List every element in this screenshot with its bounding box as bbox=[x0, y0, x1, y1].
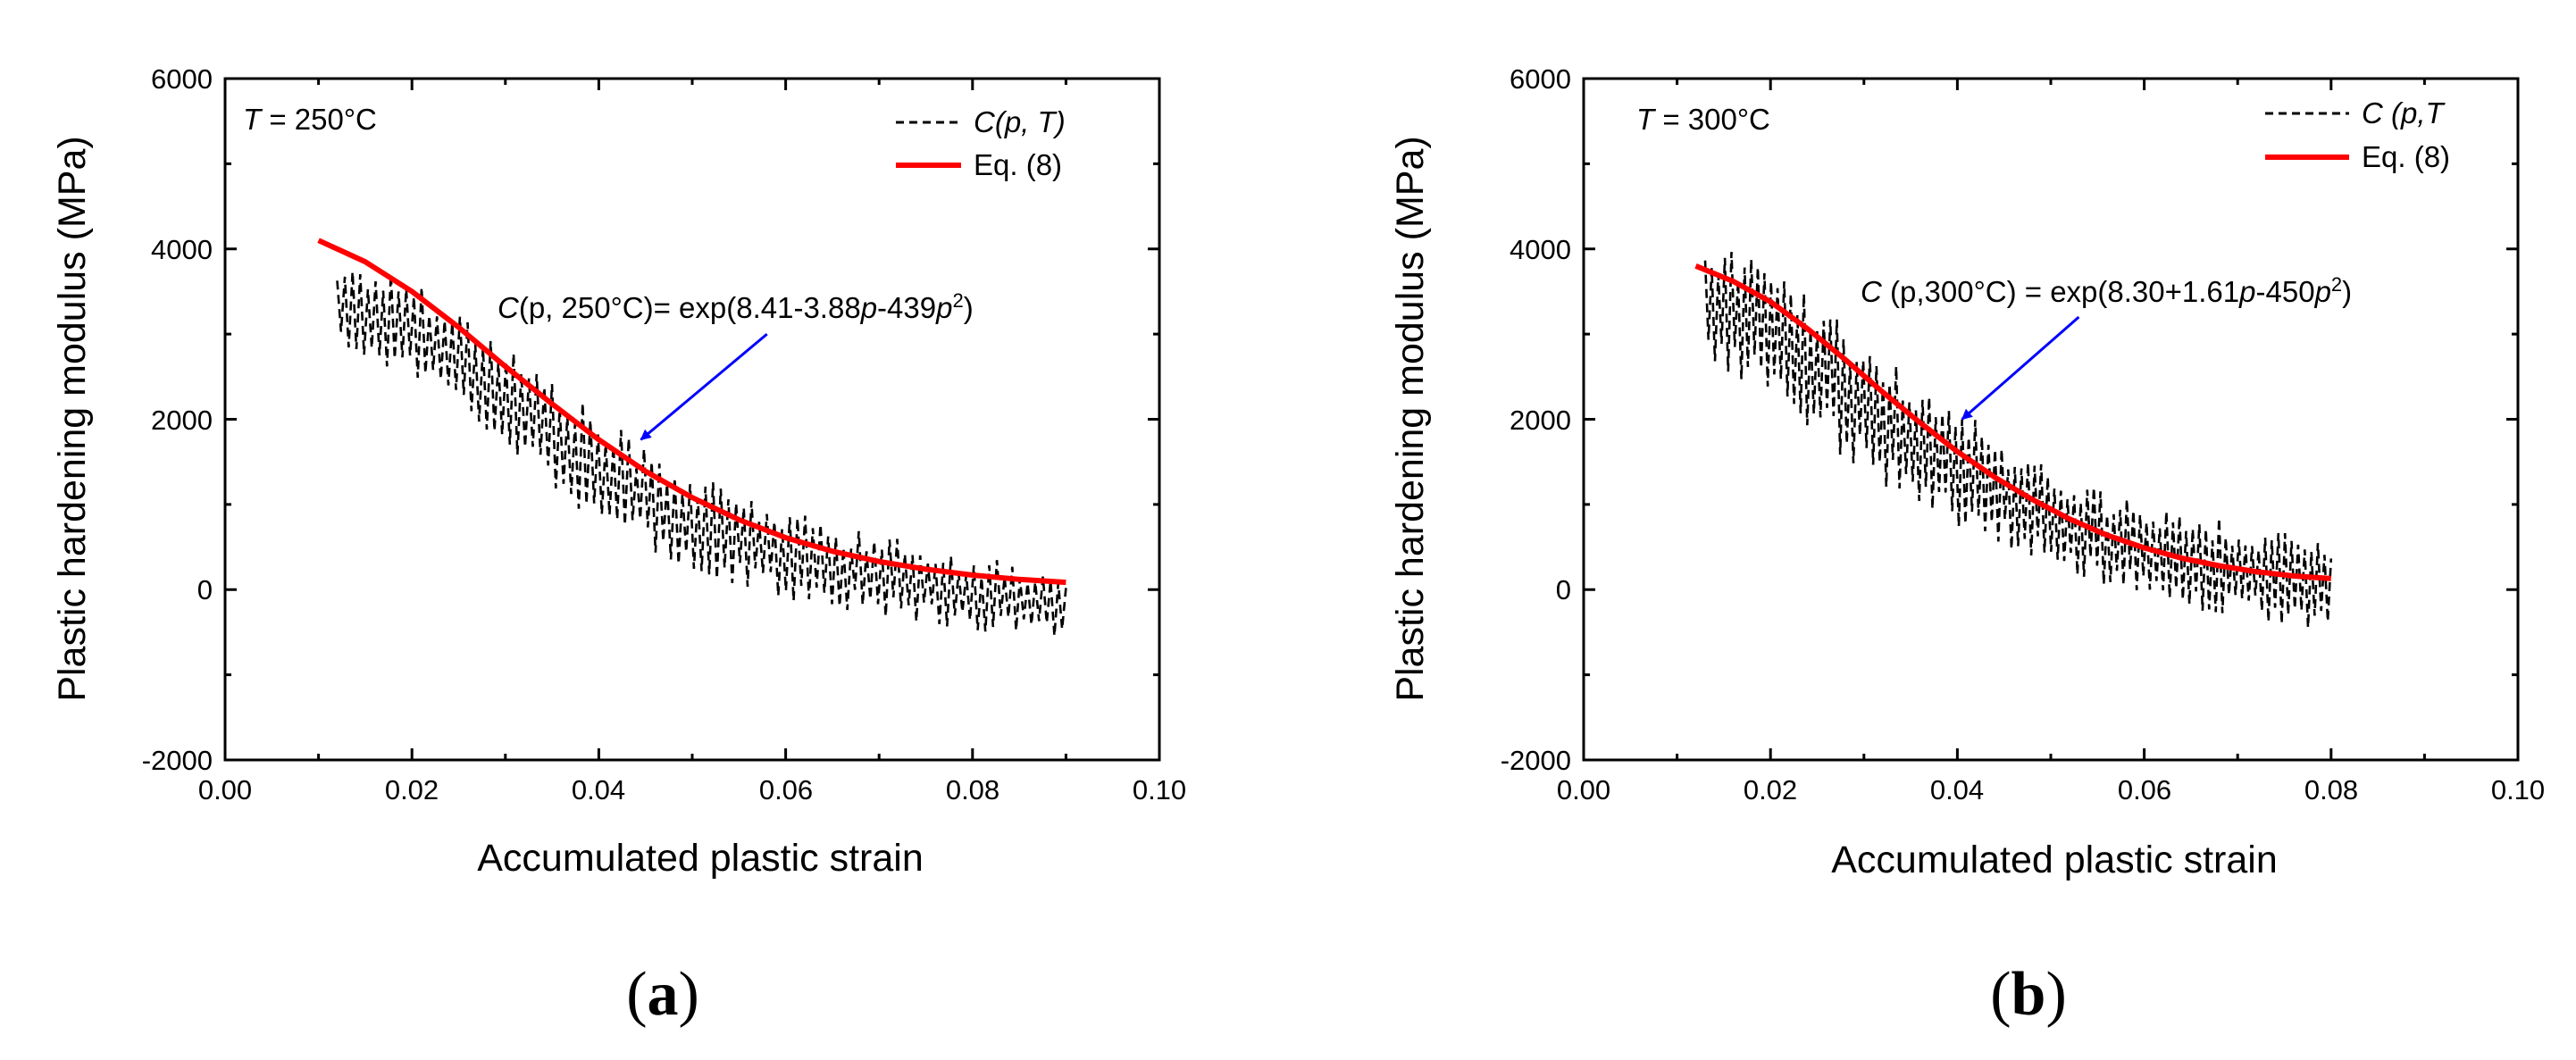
panel-b-scatter-series bbox=[1703, 252, 2333, 628]
y-tick-label: 2000 bbox=[1510, 405, 1571, 436]
panel-a-y-tick-labels: 6000 4000 2000 0 -2000 bbox=[142, 63, 213, 776]
x-tick-label: 0.00 bbox=[198, 774, 252, 805]
y-tick-label: 0 bbox=[197, 574, 213, 605]
y-tick-label: 4000 bbox=[151, 234, 213, 265]
legend-label-data: C(p, T) bbox=[974, 105, 1066, 138]
x-tick-label: 0.10 bbox=[1133, 774, 1186, 805]
panel-a-x-tick-labels: 0.00 0.02 0.04 0.06 0.08 0.10 bbox=[198, 774, 1186, 805]
panel-a-label: (a) bbox=[626, 960, 699, 1029]
x-tick-label: 0.08 bbox=[2304, 774, 2358, 805]
x-tick-label: 0.04 bbox=[572, 774, 625, 805]
panel-a-fit-line bbox=[317, 238, 1066, 586]
x-tick-label: 0.02 bbox=[385, 774, 439, 805]
y-tick-label: 4000 bbox=[1510, 234, 1571, 265]
y-tick-label: 6000 bbox=[1510, 63, 1571, 95]
data-series-dashed-line bbox=[1703, 252, 2333, 628]
panel-b-annotation-arrow bbox=[1961, 315, 2080, 421]
panel-b-x-tick-labels: 0.00 0.02 0.04 0.06 0.08 0.10 bbox=[1557, 774, 2545, 805]
x-tick-label: 0.06 bbox=[759, 774, 813, 805]
y-tick-label: 0 bbox=[1556, 574, 1571, 605]
legend-label-fit: Eq. (8) bbox=[974, 148, 1062, 181]
x-tick-label: 0.08 bbox=[946, 774, 999, 805]
data-series-dashed-line bbox=[336, 271, 1067, 637]
y-tick-label: -2000 bbox=[142, 745, 213, 776]
panel-a-scatter-series bbox=[336, 271, 1067, 637]
panel-b-temperature-label: T = 300°C bbox=[1636, 103, 1770, 136]
y-tick-label: -2000 bbox=[1501, 745, 1571, 776]
x-tick-label: 0.10 bbox=[2491, 774, 2545, 805]
panel-b-y-tick-labels: 6000 4000 2000 0 -2000 bbox=[1501, 63, 1571, 776]
panel-a-equation: C(p, 250°C)= exp(8.41-3.88p-439p2) bbox=[498, 289, 974, 325]
x-tick-label: 0.02 bbox=[1744, 774, 1797, 805]
panel-b-equation: C (p,300°C) = exp(8.30+1.61p-450p2) bbox=[1861, 273, 2352, 309]
panel-b-plot-frame bbox=[1582, 77, 2520, 762]
panel-a-y-axis-title: Plastic hardening modulus (MPa) bbox=[51, 136, 94, 701]
y-tick-label: 2000 bbox=[151, 405, 213, 436]
x-tick-label: 0.04 bbox=[1930, 774, 1984, 805]
panel-b-ticks bbox=[1582, 77, 2520, 762]
panel-a-annotation-arrow bbox=[640, 332, 768, 441]
y-tick-label: 6000 bbox=[151, 63, 213, 95]
panel-a-plot-frame bbox=[223, 77, 1161, 762]
x-tick-label: 0.06 bbox=[2118, 774, 2171, 805]
panel-a: 6000 4000 2000 0 -2000 0.00 0.02 0.04 0.… bbox=[51, 63, 1186, 1029]
legend-label-fit: Eq. (8) bbox=[2362, 140, 2450, 173]
panel-b-legend: C (p,T Eq. (8) bbox=[2265, 96, 2450, 173]
x-tick-label: 0.00 bbox=[1557, 774, 1610, 805]
panel-a-x-axis-title: Accumulated plastic strain bbox=[477, 837, 924, 880]
legend-label-data: C (p,T bbox=[2362, 96, 2446, 129]
panel-b-fit-line bbox=[1694, 263, 2332, 581]
panel-b-label: (b) bbox=[1990, 960, 2067, 1029]
panel-b-x-axis-title: Accumulated plastic strain bbox=[1831, 839, 2278, 881]
panel-a-legend: C(p, T) Eq. (8) bbox=[896, 105, 1066, 181]
panel-a-temperature-label: T = 250°C bbox=[243, 103, 377, 136]
panel-b-y-axis-title: Plastic hardening modulus (MPa) bbox=[1389, 136, 1432, 701]
panel-b: 6000 4000 2000 0 -2000 0.00 0.02 0.04 0.… bbox=[1389, 63, 2545, 1029]
